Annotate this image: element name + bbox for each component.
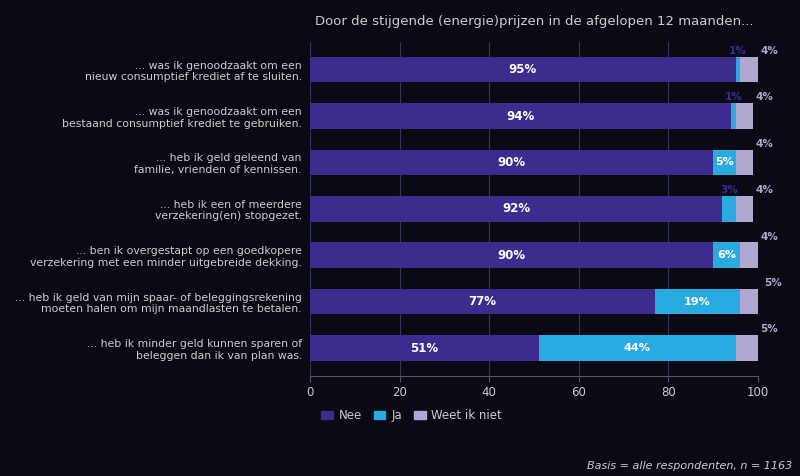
Bar bbox=[713, 242, 740, 268]
Bar bbox=[538, 335, 735, 361]
Text: 1%: 1% bbox=[725, 92, 742, 102]
Text: 6%: 6% bbox=[717, 250, 736, 260]
Text: Basis = alle respondenten, n = 1163: Basis = alle respondenten, n = 1163 bbox=[586, 461, 792, 471]
Text: 90%: 90% bbox=[498, 249, 526, 262]
Bar bbox=[740, 57, 758, 82]
Text: 4%: 4% bbox=[760, 231, 778, 241]
Text: 4%: 4% bbox=[756, 185, 774, 195]
Text: 4%: 4% bbox=[756, 139, 774, 149]
Text: 77%: 77% bbox=[469, 295, 497, 308]
Bar bbox=[735, 103, 754, 129]
Bar bbox=[735, 335, 758, 361]
Bar bbox=[740, 289, 762, 315]
Text: 1%: 1% bbox=[729, 46, 746, 56]
Bar bbox=[310, 57, 735, 82]
Bar bbox=[310, 103, 731, 129]
Text: 94%: 94% bbox=[506, 109, 534, 122]
Bar bbox=[735, 196, 754, 222]
Bar bbox=[310, 242, 713, 268]
Text: 19%: 19% bbox=[684, 297, 711, 307]
Bar bbox=[735, 57, 740, 82]
Bar bbox=[722, 196, 735, 222]
Title: Door de stijgende (energie)prijzen in de afgelopen 12 maanden...: Door de stijgende (energie)prijzen in de… bbox=[315, 15, 754, 28]
Bar bbox=[713, 149, 735, 175]
Text: 44%: 44% bbox=[624, 343, 650, 353]
Text: 3%: 3% bbox=[720, 185, 738, 195]
Bar bbox=[731, 103, 735, 129]
Text: 92%: 92% bbox=[502, 202, 530, 215]
Bar bbox=[310, 289, 655, 315]
Bar bbox=[310, 196, 722, 222]
Text: 4%: 4% bbox=[756, 92, 774, 102]
Text: 5%: 5% bbox=[760, 324, 778, 334]
Bar bbox=[655, 289, 740, 315]
Bar bbox=[310, 149, 713, 175]
Legend: Nee, Ja, Weet ik niet: Nee, Ja, Weet ik niet bbox=[316, 405, 507, 427]
Bar bbox=[735, 149, 754, 175]
Text: 5%: 5% bbox=[715, 158, 734, 168]
Text: 4%: 4% bbox=[760, 46, 778, 56]
Text: 95%: 95% bbox=[509, 63, 537, 76]
Bar bbox=[740, 242, 758, 268]
Bar bbox=[310, 335, 538, 361]
Text: 5%: 5% bbox=[765, 278, 782, 288]
Text: 51%: 51% bbox=[410, 342, 438, 355]
Text: 90%: 90% bbox=[498, 156, 526, 169]
